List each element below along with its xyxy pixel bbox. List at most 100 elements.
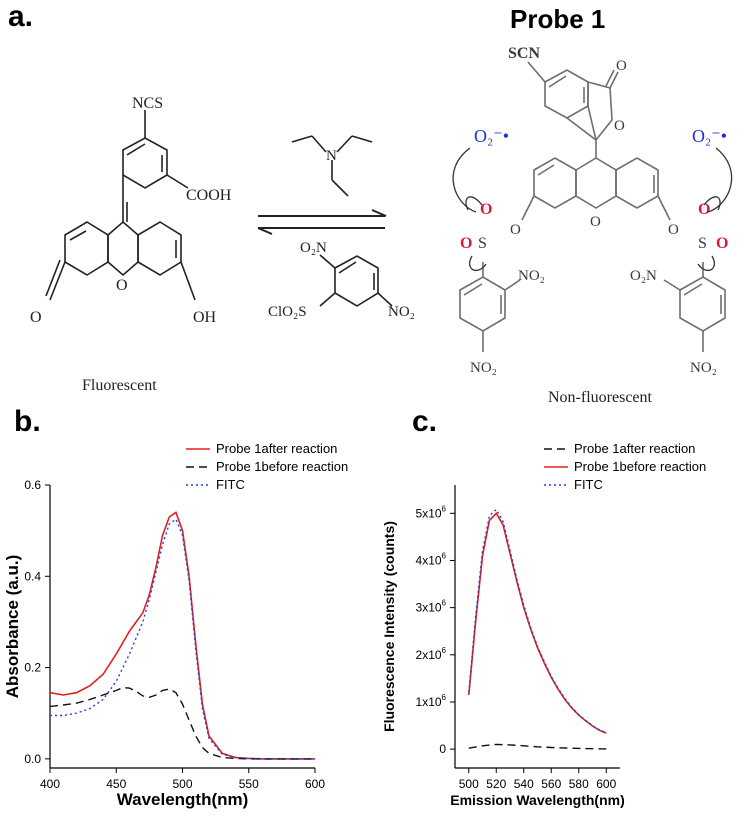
superoxide-right-label: O₂⁻• [692, 126, 727, 146]
y-tick-exponent: 6 [442, 504, 447, 513]
series-line [468, 743, 607, 750]
legend-label: FITC [574, 477, 603, 492]
probe-lactone-ring [587, 80, 613, 142]
y-tick-label: 3x106 [416, 599, 447, 615]
fluorescence-chart: 500 520 540 560 580 600 0 1x106 2x106 3x106 4x106 5… [381, 441, 706, 808]
panel-c-label: c. [412, 405, 438, 438]
probe-caption: Non-fluorescent [548, 389, 653, 405]
probe-scn-label: SCN [508, 45, 540, 62]
y-axis-title: Fluorescence Intensity (counts) [381, 521, 397, 732]
fitc-structure [45, 110, 196, 301]
electron-push-arrows [452, 147, 733, 272]
y-tick-label: 1x106 [416, 693, 447, 709]
x-tick-label: 500 [459, 777, 479, 791]
probe-ester-bond-right [657, 195, 671, 221]
dinitrobenzenesulfonyl-chloride-structure [319, 254, 393, 307]
triethylamine-structure [291, 135, 373, 197]
y-tick-label: 0.6 [24, 478, 41, 492]
fitc-oh-label: OH [193, 309, 217, 326]
legend-label: Probe 1after reaction [216, 441, 337, 456]
probe-ester-bond-left [521, 195, 535, 221]
series-line [49, 511, 315, 760]
x-tick-label: 540 [514, 777, 534, 791]
probe-o2n-right-ortho: O₂N [630, 268, 657, 284]
fitc-ncs-label: NCS [132, 95, 163, 112]
attack-arrow-left [452, 147, 477, 213]
x-axis-title: Emission Wavelength(nm) [450, 792, 625, 808]
y-tick-label: 0.4 [24, 569, 41, 583]
probe-sulfonyl-o-right-side: O [716, 235, 728, 252]
x-tick-label: 400 [40, 777, 60, 791]
probe-lactone-o-label: O [614, 118, 625, 134]
fitc-xanthene-right [137, 221, 182, 276]
probe-sulfonyl-o-left-top: O [480, 201, 492, 218]
x-tick-label: 550 [239, 777, 259, 791]
probe-ester-o-right-label: O [668, 222, 679, 238]
fitc-caption: Fluorescent [82, 377, 157, 394]
reagent-o2n-label: O₂N [300, 240, 327, 256]
legend-label: Probe 1after reaction [574, 441, 695, 456]
x-tick-label: 450 [106, 777, 126, 791]
legend-label: FITC [216, 477, 245, 492]
probe-xanthene-center [575, 157, 617, 209]
x-tick-label: 600 [305, 777, 325, 791]
fitc-oh-bond [180, 261, 196, 301]
fitc-cooh-bond [166, 174, 189, 189]
probe-carbonyl-o-label: O [616, 58, 627, 74]
probe-sulfonyl-o-left-side: O [460, 235, 472, 252]
y-tick-exponent: 6 [442, 551, 447, 560]
fitc-ring-o-label: O [116, 277, 128, 294]
probe-sulfur-left-label: S [478, 235, 487, 252]
probe-no2-right-para: NO₂ [690, 360, 717, 376]
triethylamine-n-label: N [326, 148, 337, 164]
x-tick-label: 560 [541, 777, 561, 791]
x-tick-label: 580 [569, 777, 589, 791]
probe-scn-bond [527, 61, 546, 83]
probe-ester-o-left-label: O [510, 222, 521, 238]
reagent-no2-label: NO₂ [388, 304, 415, 320]
y-tick-label: 5x106 [416, 504, 447, 520]
probe-aryl-right [679, 276, 726, 332]
probe-benzene-top [544, 69, 589, 119]
probe-xanthene-left [533, 157, 577, 209]
fitc-xanthene-left [64, 221, 109, 276]
fitc-ring-double-3 [69, 230, 87, 241]
absorbance-chart: 400 450 500 550 600 0.0 0.2 0.4 0.6 Wavelength(nm… [3, 441, 348, 809]
series-line [49, 686, 315, 760]
probe-xanthene-right [615, 157, 659, 209]
panel-a-label: a. [8, 0, 34, 33]
legend-label: Probe 1before reaction [574, 459, 706, 474]
y-tick-exponent: 6 [442, 599, 447, 608]
probe-ring-o-label: O [590, 214, 601, 230]
fitc-ketone-double [45, 259, 61, 297]
legend-label: Probe 1before reaction [216, 459, 348, 474]
reagent-clo2s-label: ClO₂S [268, 304, 307, 320]
y-tick-label: 4x106 [416, 551, 447, 567]
probe-sulfur-right-label: S [698, 235, 707, 252]
superoxide-left-label: O₂⁻• [474, 126, 509, 146]
fitc-cooh-label: COOH [186, 187, 232, 204]
probe-aryl-left [459, 276, 506, 332]
probe-title: Probe 1 [510, 4, 605, 34]
fitc-ring-double-1 [126, 143, 146, 156]
x-tick-label: 500 [172, 777, 192, 791]
panel-b-label: b. [14, 405, 41, 438]
y-tick-exponent: 6 [442, 646, 447, 655]
fitc-ketone-o-label: O [30, 309, 42, 326]
y-axis-title: Absorbance (a.u.) [3, 555, 22, 699]
attack-arrow-right [707, 147, 733, 213]
series-line [468, 508, 607, 734]
y-tick-label: 0.2 [24, 661, 41, 675]
probe-no2-left-para: NO₂ [470, 360, 497, 376]
y-tick-exponent: 6 [442, 693, 447, 702]
probe-structure [459, 61, 726, 352]
equilibrium-arrows [257, 209, 387, 235]
x-tick-label: 520 [486, 777, 506, 791]
x-axis-title: Wavelength(nm) [117, 790, 249, 809]
reaction-scheme: NCS COOH O O OH Fluorescent N O₂N ClO₂S … [30, 4, 733, 405]
fitc-ketone-bond [49, 261, 66, 301]
series-line [468, 511, 607, 734]
fitc-benzoic-ring [122, 137, 168, 189]
fitc-xanthene-center [107, 220, 139, 277]
y-tick-label: 0.0 [24, 752, 41, 766]
